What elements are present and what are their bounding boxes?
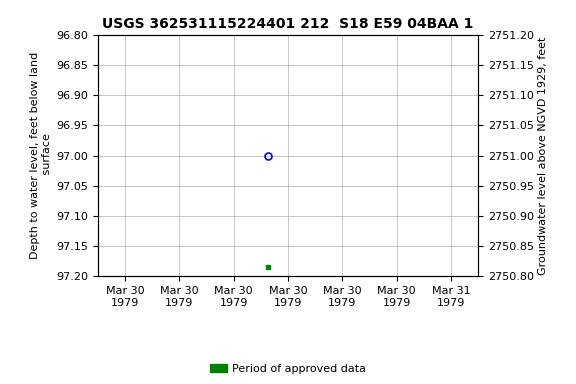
Legend: Period of approved data: Period of approved data	[206, 359, 370, 379]
Y-axis label: Depth to water level, feet below land
 surface: Depth to water level, feet below land su…	[31, 52, 52, 259]
Title: USGS 362531115224401 212  S18 E59 04BAA 1: USGS 362531115224401 212 S18 E59 04BAA 1	[103, 17, 473, 31]
Y-axis label: Groundwater level above NGVD 1929, feet: Groundwater level above NGVD 1929, feet	[538, 36, 548, 275]
